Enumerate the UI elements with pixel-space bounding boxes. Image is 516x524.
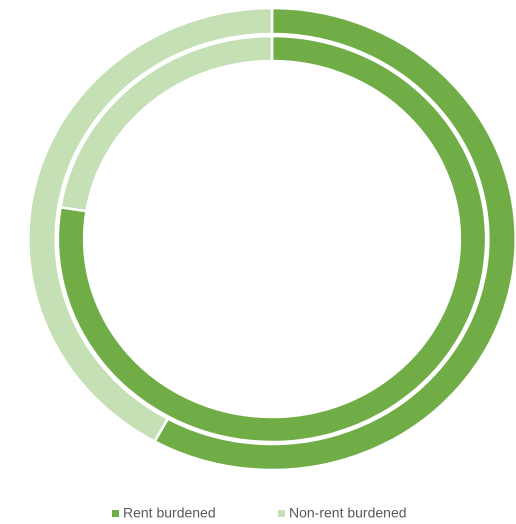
legend-label: Rent burdened: [123, 505, 216, 521]
rings: [26, 6, 516, 472]
legend-swatch: [112, 510, 119, 517]
ring-segment: [58, 34, 274, 213]
legend-swatch: [278, 510, 285, 517]
ring-segment: [56, 34, 488, 444]
ring-segment: [26, 6, 274, 444]
legend-label: Non-rent burdened: [289, 505, 407, 521]
legend: Rent burdened Non-rent burdened: [112, 505, 407, 521]
